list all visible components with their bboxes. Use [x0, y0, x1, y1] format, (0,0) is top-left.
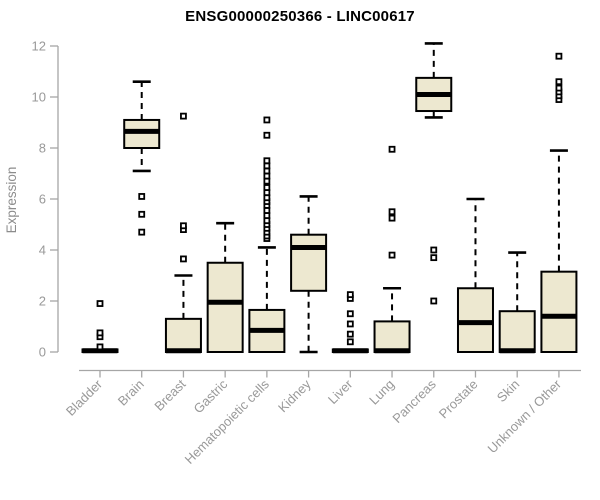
- outlier-point: [180, 255, 187, 263]
- box: [290, 233, 328, 292]
- outlier-point: [138, 228, 146, 236]
- y-tick-label: 6: [39, 192, 46, 207]
- box-group-brain: [123, 80, 161, 236]
- y-tick-label: 0: [39, 345, 46, 360]
- x-tick-label-pancreas: Pancreas: [389, 376, 439, 426]
- y-tick-label: 8: [39, 141, 46, 156]
- box-group-prostate: [456, 197, 494, 353]
- outlier-point: [346, 338, 354, 346]
- y-tick-label: 4: [39, 243, 46, 258]
- x-tick-label-brain: Brain: [115, 377, 147, 409]
- outlier-point: [346, 330, 354, 338]
- box-group-kidney: [290, 195, 328, 354]
- box: [498, 310, 536, 354]
- outlier-point: [263, 184, 271, 191]
- outlier-point: [555, 52, 563, 60]
- box-group-liver: [331, 291, 369, 354]
- box-group-hematopoietic-cells: [248, 116, 286, 353]
- outlier-point: [430, 246, 438, 254]
- outlier-point: [388, 208, 396, 216]
- box: [456, 287, 494, 353]
- outlier-point: [96, 329, 104, 337]
- box-group-skin: [498, 251, 536, 354]
- outlier-point: [430, 297, 438, 305]
- box: [373, 320, 411, 353]
- outlier-point: [138, 193, 146, 200]
- x-tick-label-bladder: Bladder: [63, 376, 106, 419]
- outlier-point: [180, 222, 187, 230]
- outlier-point: [263, 157, 271, 165]
- box-group-pancreas: [415, 42, 453, 305]
- outlier-point: [263, 116, 271, 124]
- outlier-point: [388, 145, 396, 153]
- x-tick-label-kidney: Kidney: [275, 376, 314, 415]
- box-group-breast: [164, 112, 202, 354]
- outlier-point: [96, 300, 104, 307]
- box: [164, 317, 202, 354]
- box-group-lung: [373, 145, 411, 354]
- outlier-point: [430, 254, 438, 262]
- y-axis-title: Expression: [4, 167, 19, 234]
- outlier-point: [138, 210, 146, 218]
- x-tick-label-breast: Breast: [151, 376, 188, 413]
- x-tick-label-prostate: Prostate: [436, 377, 481, 422]
- chart-title: ENSG00000250366 - LINC00617: [185, 8, 415, 25]
- y-tick-label: 12: [32, 39, 46, 54]
- outlier-point: [96, 343, 104, 351]
- x-tick-label-skin: Skin: [494, 377, 522, 405]
- box: [206, 261, 244, 353]
- y-tick-label: 10: [32, 90, 46, 105]
- outlier-point: [555, 84, 563, 92]
- box-group-gastric: [206, 221, 244, 353]
- y-tick-label: 2: [39, 294, 46, 309]
- outlier-point: [263, 131, 271, 139]
- box: [123, 118, 161, 149]
- outlier-point: [555, 78, 563, 86]
- box: [540, 270, 578, 353]
- x-tick-label-lung: Lung: [366, 377, 397, 408]
- box-group-bladder: [81, 300, 119, 354]
- outlier-point: [388, 251, 396, 259]
- x-tick-label-unknown-other: Unknown / Other: [484, 376, 564, 456]
- outlier-point: [346, 310, 354, 318]
- outlier-point: [346, 320, 354, 328]
- outlier-point: [346, 291, 354, 299]
- outlier-point: [388, 214, 396, 222]
- x-tick-label-liver: Liver: [325, 376, 356, 407]
- box-group-unknown-other: [540, 52, 578, 353]
- x-tick-label-gastric: Gastric: [191, 376, 231, 416]
- outlier-point: [180, 112, 187, 120]
